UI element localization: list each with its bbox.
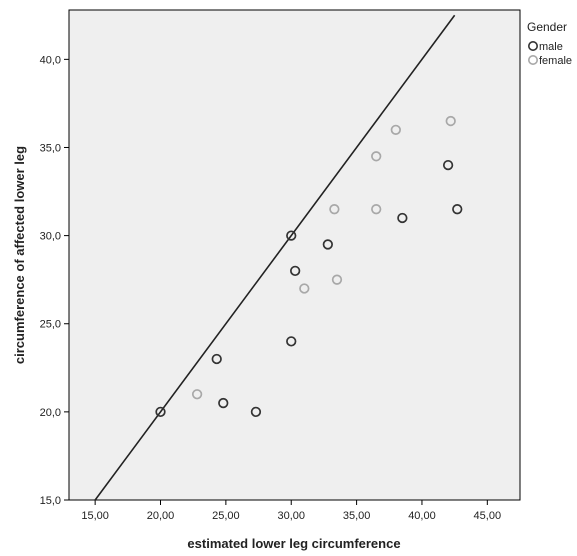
x-tick-label: 15,00 [81,510,109,522]
plot-area [68,9,521,501]
data-point-female [445,115,456,127]
legend-marker-male [527,40,538,51]
data-point-female [329,204,340,215]
y-tick-label: 20,0 [40,407,61,419]
x-tick-label: 45,00 [474,510,502,522]
x-axis-title: estimated lower leg circumference [187,536,400,551]
data-point-male [322,239,333,250]
data-point-female [191,389,203,400]
x-tick-label: 30,00 [277,510,305,522]
data-point-male [211,353,222,365]
data-points [155,115,463,418]
y-tick-label: 25,0 [40,319,61,331]
data-point-female [331,274,343,285]
x-tick-label: 40,00 [408,510,436,522]
x-tick-label: 25,00 [212,510,240,522]
legend-label-male: male [539,41,563,53]
x-tick-label: 35,00 [343,510,371,522]
data-point-male [290,265,301,277]
y-tick-label: 15,0 [40,495,61,507]
data-point-female [371,151,382,162]
y-tick-label: 40,0 [40,54,61,66]
data-point-male [286,336,297,347]
data-point-male [452,204,463,215]
data-point-female [390,124,401,136]
data-point-male [250,406,262,418]
x-axis: 15,00 20,00 25,00 30,00 35,00 40,00 45,00 [81,500,501,522]
legend: Gender male female [527,20,572,67]
y-axis-title: circumference of affected lower leg [12,146,27,364]
reference-line [94,14,456,501]
x-tick-label: 20,00 [147,510,175,522]
y-tick-label: 30,0 [40,231,61,243]
data-point-male [397,212,408,224]
legend-marker-female [527,54,538,65]
legend-label-female: female [539,55,572,67]
legend-title: Gender [527,20,567,34]
data-point-male [218,397,229,409]
data-point-male [155,406,166,418]
data-point-female [299,283,310,294]
y-axis: 15,0 20,0 25,0 30,0 35,0 40,0 [40,54,69,507]
data-point-male [286,230,297,241]
data-point-male [442,159,454,171]
data-point-female [371,204,382,215]
y-tick-label: 35,0 [40,142,61,154]
